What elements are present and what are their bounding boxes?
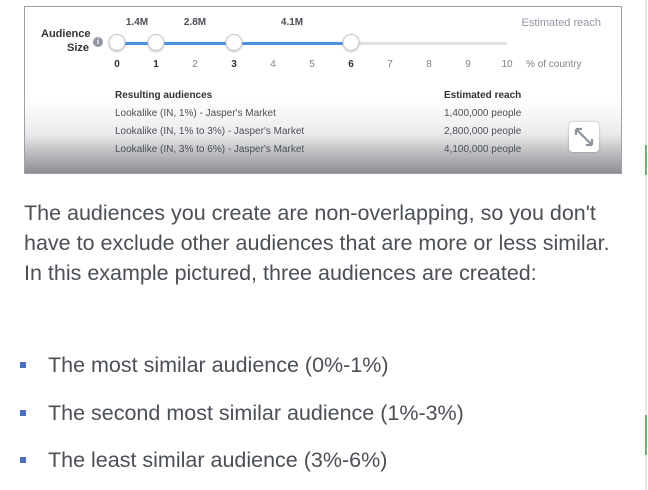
page-edge-accent xyxy=(645,415,647,455)
slider-tick-label: 1 xyxy=(153,59,159,70)
bullet-square-icon xyxy=(20,410,26,416)
slider-tick-label: 9 xyxy=(465,59,471,70)
page-edge-divider xyxy=(645,0,647,490)
result-row-name: Lookalike (IN, 1% to 3%) - Jasper's Mark… xyxy=(115,126,305,137)
result-row-name: Lookalike (IN, 3% to 6%) - Jasper's Mark… xyxy=(115,144,305,155)
resulting-audiences-header: Resulting audiences xyxy=(115,90,213,101)
result-row-reach: 2,800,000 people xyxy=(444,126,522,137)
page-edge-accent xyxy=(645,145,647,175)
result-row-reach: 1,400,000 people xyxy=(444,108,522,119)
reach-value-3: 4.1M xyxy=(280,17,304,28)
slider-handle[interactable] xyxy=(342,34,360,51)
slider-tick-label: 4 xyxy=(270,59,276,70)
result-row-reach: 4,100,000 people xyxy=(444,144,522,155)
reach-value-1: 1.4M xyxy=(125,17,149,28)
estimated-reach-label: Estimated reach xyxy=(521,17,601,29)
slider-tick-label: 6 xyxy=(348,59,354,70)
info-icon[interactable]: i xyxy=(93,37,103,47)
list-item-text: The least similar audience (3%-6%) xyxy=(48,448,388,472)
slider-tick-label: 5 xyxy=(309,59,315,70)
reach-value-2: 2.8M xyxy=(183,17,207,28)
slider-handle[interactable] xyxy=(108,34,126,51)
estimated-reach-column-header: Estimated reach xyxy=(444,90,522,101)
expand-icon[interactable] xyxy=(569,122,599,152)
result-row-name: Lookalike (IN, 1%) - Jasper's Market xyxy=(115,108,276,119)
bullet-square-icon xyxy=(20,362,26,368)
lookalike-audience-panel: Audience Size i 1.4M 2.8M 4.1M Estimated… xyxy=(24,6,622,174)
panel-fade-overlay xyxy=(25,100,621,173)
list-item-text: The most similar audience (0%-1%) xyxy=(48,353,389,377)
slider-tick-label: 2 xyxy=(192,59,198,70)
slider-tick-label: 7 xyxy=(387,59,393,70)
list-item-text: The second most similar audience (1%-3%) xyxy=(48,401,464,425)
slider-tick-label: 10 xyxy=(501,59,513,70)
slider-tick-label: 0 xyxy=(114,59,120,70)
slider-handle[interactable] xyxy=(225,34,243,51)
slider-tick-label: 8 xyxy=(426,59,432,70)
audience-size-slider[interactable] xyxy=(108,34,507,51)
article-paragraph: The audiences you create are non-overlap… xyxy=(24,201,610,285)
slider-handle[interactable] xyxy=(147,34,165,51)
audience-size-label: Audience Size xyxy=(41,28,91,54)
slider-tick-label: 3 xyxy=(231,59,237,70)
bullet-square-icon xyxy=(20,457,26,463)
tick-unit-label: % of country xyxy=(526,59,582,70)
